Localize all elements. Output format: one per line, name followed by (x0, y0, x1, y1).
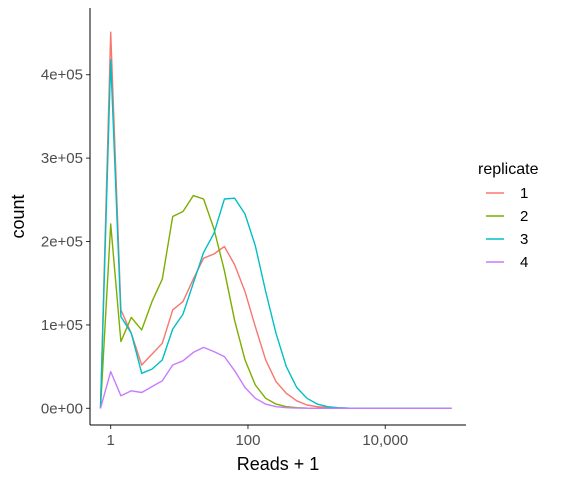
y-tick-label: 2e+05 (41, 234, 83, 251)
x-axis-title: Reads + 1 (237, 454, 320, 474)
series-line-1 (99, 31, 452, 409)
x-tick-label: 100 (235, 432, 260, 449)
series-line-3 (99, 59, 452, 409)
y-axis-ticks: 0e+00 1e+05 2e+05 3e+05 4e+05 (41, 67, 90, 417)
legend: replicate 1 2 3 4 (478, 161, 539, 271)
legend-label-4: 4 (520, 254, 528, 271)
series-line-4 (99, 346, 452, 409)
y-tick-label: 0e+00 (41, 400, 83, 417)
legend-label-2: 2 (520, 208, 528, 225)
y-axis-title: count (8, 194, 28, 238)
legend-label-3: 3 (520, 231, 528, 248)
x-tick-label: 10,000 (362, 432, 408, 449)
y-tick-label: 1e+05 (41, 317, 83, 334)
x-tick-label: 1 (106, 432, 114, 449)
x-axis-ticks: 1 100 10,000 (106, 425, 408, 449)
legend-label-1: 1 (520, 185, 528, 202)
chart-lines (99, 31, 452, 409)
y-tick-label: 3e+05 (41, 150, 83, 167)
legend-title: replicate (478, 161, 539, 178)
y-tick-label: 4e+05 (41, 67, 83, 84)
series-line-2 (99, 194, 452, 409)
